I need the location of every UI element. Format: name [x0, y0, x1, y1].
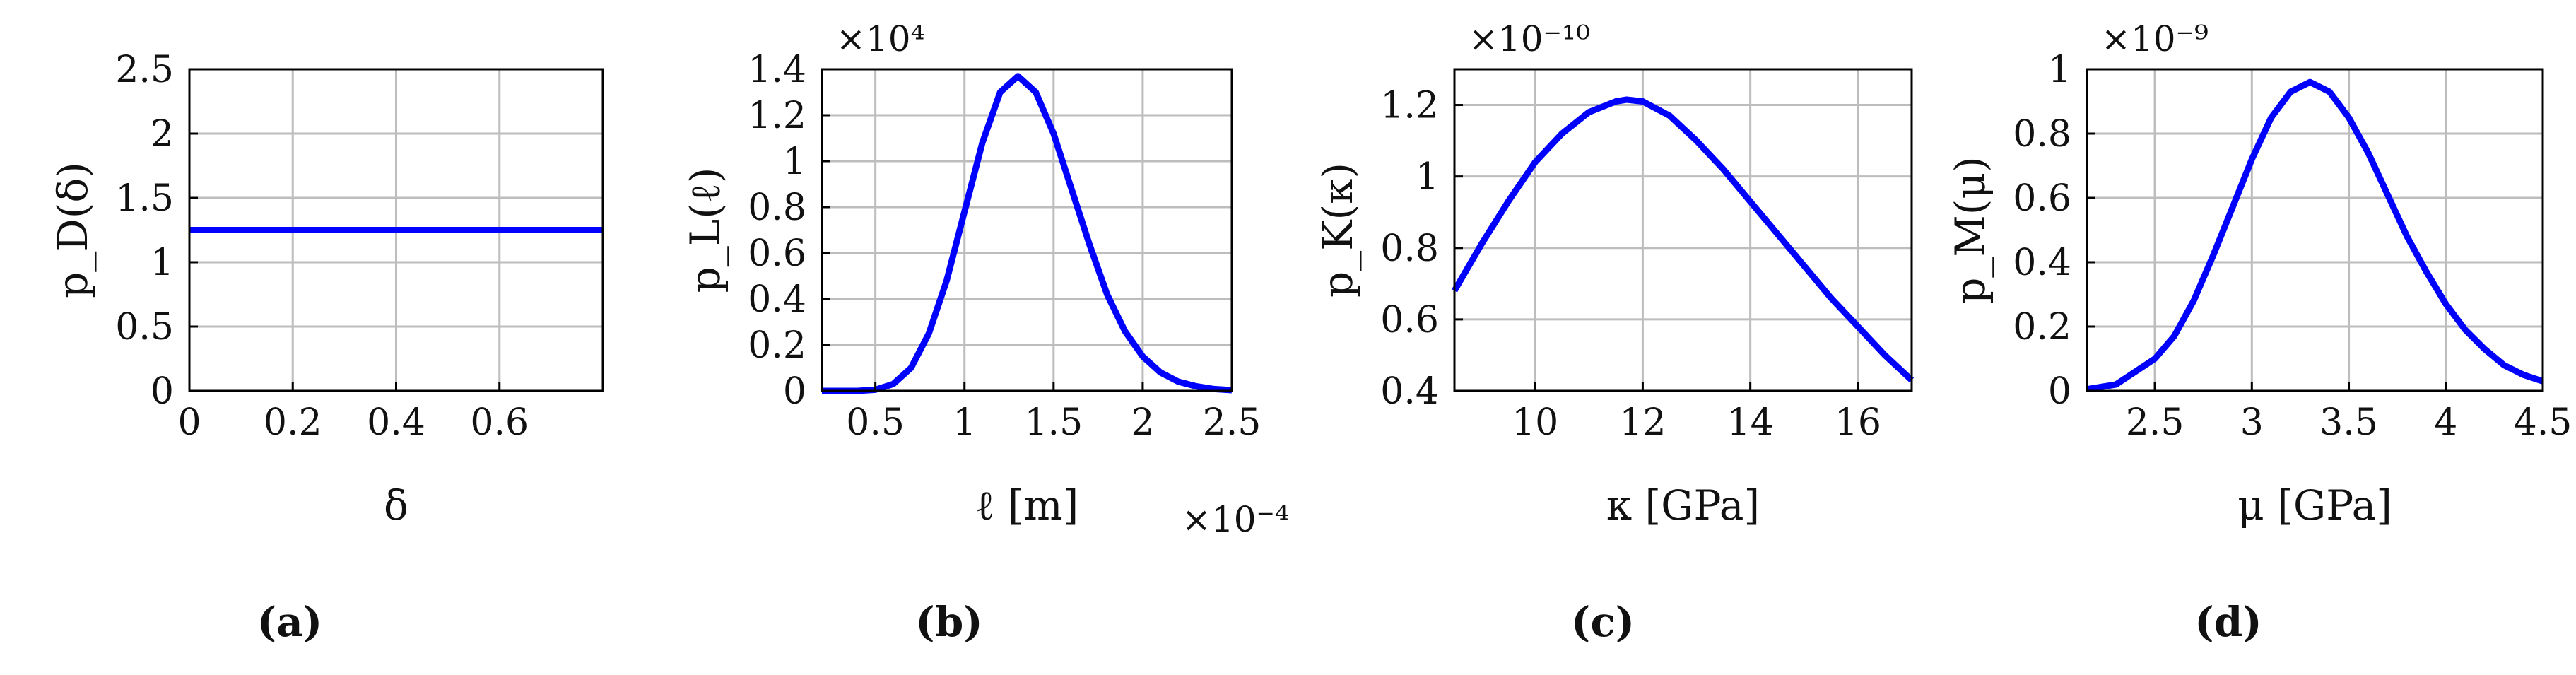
- y-tick-label: 2: [151, 113, 174, 155]
- x-tick-label: 12: [1619, 401, 1666, 444]
- y-tick-label: 1: [783, 141, 806, 183]
- x-axis-label: δ: [384, 481, 408, 529]
- x-tick-label: 2.5: [2126, 401, 2184, 444]
- y-tick-label: 1.2: [748, 95, 806, 137]
- x-tick-label: 16: [1835, 401, 1881, 444]
- y-tick-label: 0.8: [748, 187, 806, 229]
- y-tick-label: 0.6: [1380, 299, 1439, 341]
- chart-b: 0.5 1 1.5 2 2.500.20.40.60.811.21.4ℓ [m]p_L(…: [681, 18, 1289, 646]
- x-tick-label: 1.5: [1024, 401, 1083, 444]
- y-tick-label: 0: [151, 370, 174, 413]
- x-axis-label: μ [GPa]: [2237, 481, 2392, 529]
- caption: (a): [257, 598, 322, 646]
- y-tick-label: 0.8: [1380, 228, 1439, 270]
- x-tick-label: 10: [1512, 401, 1558, 444]
- chart-c: 10 12 14 16 0.4 0.6 0.8 1 1.2 κ [GPa] p_K(κ) ×10⁻¹⁰…: [1314, 18, 1915, 646]
- x-tick-label: 4.5: [2514, 401, 2572, 444]
- x-tick-label: 3.5: [2319, 401, 2378, 444]
- y-axis-label: p_M(μ): [1946, 156, 1994, 303]
- y-tick-label: 0.8: [2013, 113, 2071, 155]
- x-multiplier: ×10⁻⁴: [1182, 499, 1289, 540]
- y-multiplier: ×10⁻⁹: [2101, 18, 2209, 59]
- chart-d: 2.5 3 3.5 4 4.5 0 0.2 0.4 0.6 0.8 1 μ [GPa] p_M(μ) ×1…: [1946, 18, 2572, 646]
- y-tick-label: 0.5: [115, 306, 174, 348]
- plot-frame: [821, 68, 1233, 392]
- y-tick-label: 1.2: [1380, 85, 1439, 127]
- x-tick-label: 4: [2434, 401, 2457, 444]
- x-tick-label: 2.5: [1203, 401, 1261, 444]
- y-tick-label: 1: [151, 242, 174, 284]
- caption: (b): [915, 598, 982, 646]
- x-tick-label: 0.4: [367, 401, 425, 444]
- y-tick-label: 2.5: [115, 49, 174, 91]
- caption: (d): [2194, 598, 2262, 646]
- plot-frame: [2086, 68, 2544, 392]
- x-axis-label: κ [GPa]: [1606, 481, 1760, 529]
- x-tick-label: 0.6: [470, 401, 529, 444]
- y-tick-label: 0: [783, 370, 806, 413]
- y-tick-label: 1.4: [748, 49, 806, 91]
- y-tick-label: 0: [2048, 370, 2071, 413]
- y-axis-label: p_L(ℓ): [681, 168, 729, 293]
- y-tick-label: 0.4: [1380, 370, 1439, 413]
- series-line: [1452, 96, 1915, 383]
- series-line: [822, 73, 1233, 394]
- y-multiplier: ×10⁴: [836, 18, 925, 59]
- x-tick-label: 0.5: [846, 401, 905, 444]
- y-tick-label: 0.4: [748, 278, 806, 321]
- y-tick-label: 0.2: [2013, 306, 2071, 348]
- x-axis-label: ℓ [m]: [975, 481, 1078, 529]
- chart-a: 0 0.2 0.4 0.6 0 0.5 1 1.5 2 2.5 δ p_D(δ) (a): [49, 49, 604, 646]
- y-axis-label: p_D(δ): [49, 162, 97, 298]
- series-line: [2086, 78, 2544, 393]
- x-tick-label: 14: [1727, 401, 1774, 444]
- x-tick-label: 1: [953, 401, 976, 444]
- y-tick-label: 0.6: [748, 233, 806, 275]
- y-tick-label: 0.2: [748, 324, 806, 367]
- y-tick-label: 0.4: [2013, 242, 2071, 284]
- x-tick-label: 3: [2240, 401, 2264, 444]
- y-tick-label: 1.5: [115, 177, 174, 220]
- y-axis-label: p_K(κ): [1314, 163, 1362, 298]
- caption: (c): [1571, 598, 1635, 646]
- y-multiplier: ×10⁻¹⁰: [1469, 18, 1590, 59]
- x-tick-label: 0.2: [264, 401, 322, 444]
- y-tick-label: 0.6: [2013, 177, 2071, 220]
- x-tick-label: 0: [177, 401, 201, 444]
- plot-frame: [1453, 68, 1913, 392]
- y-tick-label: 1: [1416, 156, 1439, 199]
- x-tick-label: 2: [1131, 401, 1154, 444]
- y-tick-label: 1: [2048, 49, 2071, 91]
